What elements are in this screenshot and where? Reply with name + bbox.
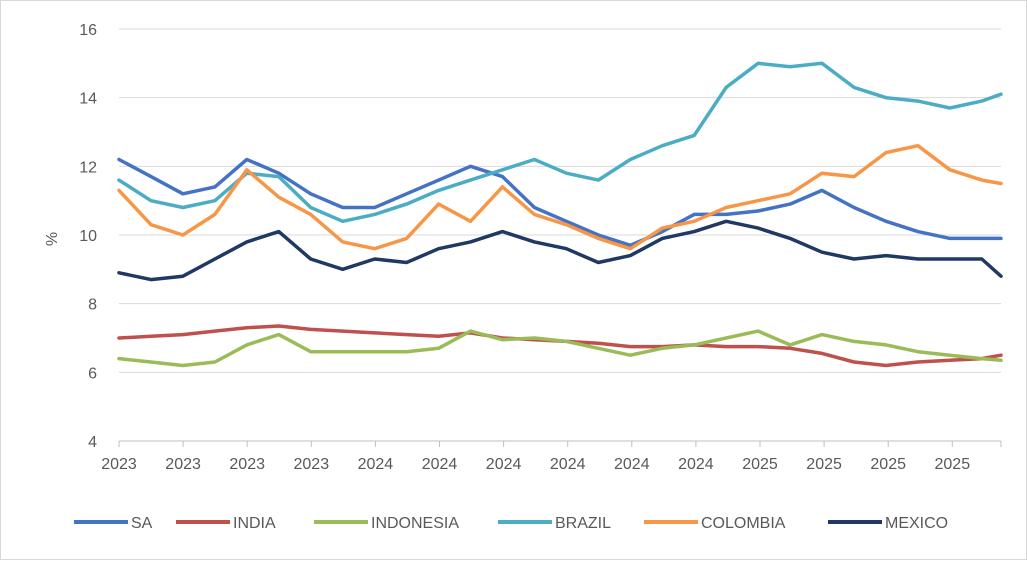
y-tick-label: 4 <box>88 434 97 451</box>
x-tick-label: 2023 <box>229 456 265 473</box>
x-tick-label: 2024 <box>678 456 714 473</box>
series-line-india <box>117 324 1003 368</box>
y-tick-label: 8 <box>88 297 97 314</box>
legend: SA INDIA INDONESIA BRAZIL COLOMBIA MEXICO <box>74 515 948 532</box>
series-line-indonesia <box>117 329 1003 368</box>
series-line-colombia <box>117 143 1003 251</box>
x-tick-label: 2024 <box>614 456 650 473</box>
x-tick-label: 2024 <box>422 456 458 473</box>
x-tick-label: 2025 <box>870 456 906 473</box>
x-tick-label: 2023 <box>165 456 201 473</box>
legend-label: BRAZIL <box>555 515 611 532</box>
series-lines <box>117 61 1003 368</box>
legend-label: INDIA <box>233 515 276 532</box>
x-tick-label: 2024 <box>550 456 586 473</box>
legend-label: SA <box>131 515 153 532</box>
x-tick-label: 2024 <box>358 456 394 473</box>
axes: 4 6 8 10 12 14 16 2023 2023 2023 2023 2024 2024 2024 2… <box>79 22 1002 473</box>
legend-label: COLOMBIA <box>701 515 786 532</box>
y-tick-label: 6 <box>88 365 97 382</box>
y-tick-label: 14 <box>79 91 97 108</box>
y-tick-label: 10 <box>79 228 97 245</box>
y-axis-title: % <box>44 232 61 246</box>
x-tick-label: 2023 <box>294 456 330 473</box>
y-tick-label: 12 <box>79 159 97 176</box>
x-tick-label: 2024 <box>486 456 522 473</box>
legend-label: INDONESIA <box>371 515 459 532</box>
x-tick-label: 2025 <box>806 456 842 473</box>
x-tick-label: 2025 <box>935 456 971 473</box>
x-tick-label: 2023 <box>101 456 137 473</box>
legend-label: MEXICO <box>885 515 948 532</box>
gridlines <box>119 28 1001 373</box>
series-line-brazil <box>117 61 1003 224</box>
series-line-mexico <box>117 219 1003 282</box>
x-tick-label: 2025 <box>742 456 778 473</box>
y-tick-label: 16 <box>79 22 97 39</box>
series-line-sa <box>117 157 1003 248</box>
